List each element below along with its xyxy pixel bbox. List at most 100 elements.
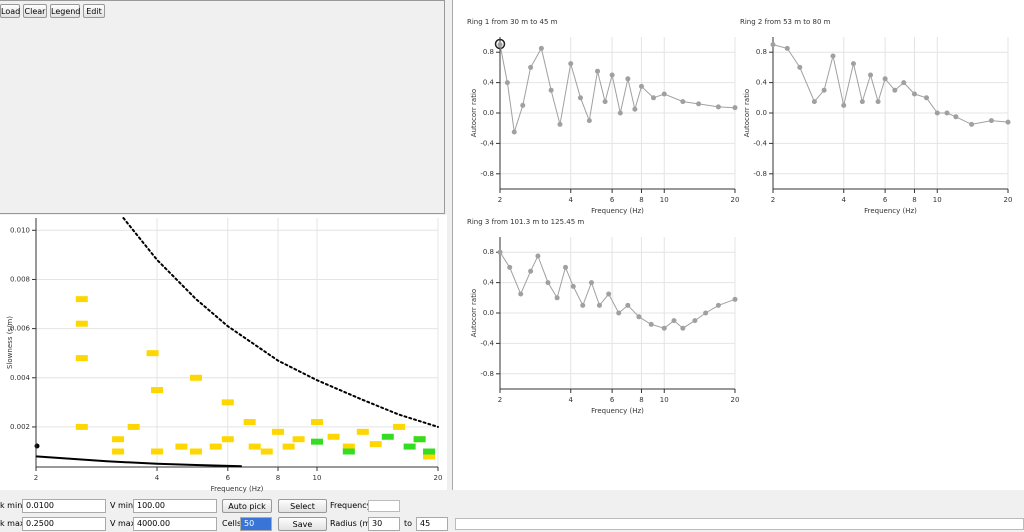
x-tick-label: 10 <box>660 196 669 204</box>
data-point <box>602 99 608 105</box>
x-axis-label: Frequency (Hz) <box>591 207 644 215</box>
heat-cell <box>272 428 285 435</box>
data-point <box>548 87 554 93</box>
k-max-input[interactable]: 0.2500 <box>22 517 106 531</box>
heat-cell <box>282 443 295 450</box>
clear-button[interactable]: Clear <box>23 4 47 18</box>
data-point <box>1005 119 1011 125</box>
frequency-label: Frequency <box>330 501 372 510</box>
data-point <box>841 102 847 108</box>
y-axis-label: Autocorr ratio <box>470 89 478 137</box>
data-point <box>882 76 888 82</box>
data-point <box>680 325 686 331</box>
data-point <box>911 91 917 97</box>
data-point <box>850 61 856 67</box>
curve <box>499 251 736 329</box>
x-tick-label: 8 <box>639 396 643 404</box>
auto-pick-button[interactable]: Auto pick <box>222 499 272 513</box>
y-tick-label: -0.8 <box>480 170 494 178</box>
y-tick-label: 0.0 <box>483 309 494 317</box>
save-button[interactable]: Save <box>278 517 327 531</box>
data-point <box>944 110 950 116</box>
heat-cell <box>112 448 125 455</box>
heat-cell <box>75 423 88 430</box>
y-tick-label: 0.002 <box>10 423 30 431</box>
data-point <box>638 83 644 89</box>
x-tick-label: 20 <box>731 196 740 204</box>
data-point <box>924 95 930 101</box>
k-min-label: k min <box>0 501 23 510</box>
data-point <box>557 121 563 127</box>
heat-cell <box>369 441 382 448</box>
heat-cell <box>423 448 436 455</box>
x-tick-label: 20 <box>731 396 740 404</box>
heat-cell <box>243 419 256 426</box>
edit-button[interactable]: Edit <box>83 4 105 18</box>
x-tick-label: 10 <box>660 396 669 404</box>
curve <box>35 455 242 468</box>
data-point <box>606 291 612 297</box>
heat-cell <box>327 433 340 440</box>
heat-cell <box>292 436 305 443</box>
x-tick-label: 4 <box>155 474 160 482</box>
data-point <box>497 42 503 48</box>
y-tick-label: -0.8 <box>753 170 767 178</box>
v-max-input[interactable]: 4000.00 <box>133 517 217 531</box>
heat-cell <box>423 453 436 460</box>
data-point <box>732 296 738 302</box>
data-point <box>696 101 702 107</box>
data-point <box>520 102 526 108</box>
y-tick-label: 0.008 <box>10 275 30 283</box>
data-point <box>648 321 654 327</box>
select-button[interactable]: Select <box>278 499 327 513</box>
x-tick-label: 4 <box>569 196 574 204</box>
data-point <box>715 302 721 308</box>
heat-cell <box>209 443 222 450</box>
data-point <box>859 99 865 105</box>
x-axis-label: Frequency (Hz) <box>864 207 917 215</box>
legend-button[interactable]: Legend <box>50 4 80 18</box>
heat-cell <box>413 436 426 443</box>
chart-title: Ring 3 from 101.3 m to 125.45 m <box>467 218 584 226</box>
data-point <box>586 118 592 124</box>
heat-cell <box>381 433 394 440</box>
heat-cell <box>342 448 355 455</box>
cells-label: Cells <box>222 519 242 528</box>
x-tick-label: 6 <box>883 196 888 204</box>
y-tick-label: 0.0 <box>756 109 767 117</box>
y-tick-label: 0.004 <box>10 374 31 382</box>
heat-cell <box>221 399 234 406</box>
x-axis-label: Frequency (Hz) <box>591 407 644 415</box>
data-point <box>563 264 569 270</box>
x-tick-label: 4 <box>569 396 574 404</box>
data-point <box>632 106 638 112</box>
cells-input[interactable]: 50 <box>240 517 272 531</box>
k-min-input[interactable]: 0.0100 <box>22 499 106 513</box>
y-tick-label: -0.4 <box>480 139 494 147</box>
data-point <box>616 310 622 316</box>
data-point <box>568 61 574 67</box>
frequency-slider[interactable] <box>368 500 400 512</box>
k-max-label: k max <box>0 519 25 528</box>
data-point <box>538 45 544 51</box>
chart-title: Ring 1 from 30 m to 45 m <box>467 18 558 26</box>
data-point <box>875 99 881 105</box>
radius-from-input[interactable]: 30 <box>368 517 400 531</box>
heat-cell <box>75 355 88 362</box>
heat-cell <box>75 296 88 303</box>
data-point <box>892 87 898 93</box>
v-min-input[interactable]: 100.00 <box>133 499 217 513</box>
x-tick-label: 2 <box>34 474 38 482</box>
load-button[interactable]: Load <box>0 4 20 18</box>
data-point <box>609 72 615 78</box>
curve <box>772 44 1009 125</box>
data-point <box>692 318 698 324</box>
heat-cell <box>393 423 406 430</box>
top-left-panel <box>0 0 445 214</box>
heat-cell <box>189 448 202 455</box>
radius-slider[interactable] <box>455 518 1024 530</box>
data-point <box>901 80 907 86</box>
radius-to-input[interactable]: 45 <box>416 517 448 531</box>
data-point <box>821 87 827 93</box>
